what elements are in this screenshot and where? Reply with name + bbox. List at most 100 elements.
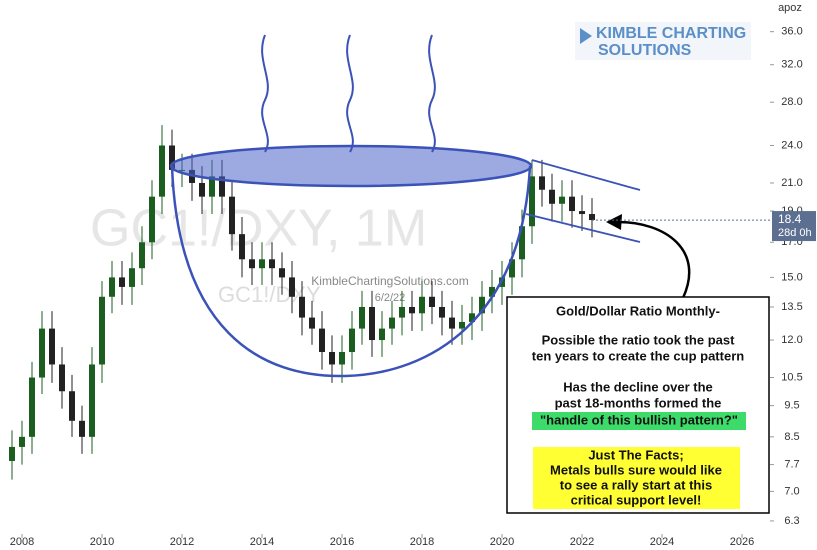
candle-body xyxy=(489,286,495,297)
y-tick-label: 13.5 xyxy=(781,301,802,313)
x-tick-label: 2024 xyxy=(650,536,674,548)
candle-body xyxy=(239,234,245,260)
y-tick-label: 7.7 xyxy=(784,458,799,470)
candle-body xyxy=(449,317,455,329)
candle-body xyxy=(89,364,95,437)
candle-body xyxy=(379,328,385,341)
axis-bg xyxy=(770,0,817,550)
candle-body xyxy=(49,328,55,365)
arrow-head xyxy=(606,214,622,230)
candle-body xyxy=(219,176,225,197)
candle-body xyxy=(59,364,65,392)
plot xyxy=(9,125,595,480)
logo-icon xyxy=(580,28,592,44)
x-tick-label: 2022 xyxy=(570,536,594,548)
highlight-bg xyxy=(532,412,746,430)
candle-body xyxy=(159,145,165,197)
watermark-small: GC1!/DXY xyxy=(218,282,321,307)
facts-text: Metals bulls sure would like xyxy=(550,462,722,477)
candle-body xyxy=(549,189,555,204)
y-tick-label: 15.0 xyxy=(781,271,802,283)
y-tick-label: 24.0 xyxy=(781,139,802,151)
candle-body xyxy=(439,306,445,318)
annotation-text: ten years to create the cup pattern xyxy=(532,348,744,363)
candle-body xyxy=(39,328,45,378)
candle-body xyxy=(389,317,395,329)
x-tick-label: 2008 xyxy=(10,536,34,548)
annotation-text: past 18-months formed the xyxy=(555,395,722,410)
steam xyxy=(428,34,436,153)
candle-body xyxy=(139,242,145,269)
watermark: GC1!/DXY, 1M xyxy=(90,200,427,258)
facts-text: critical support level! xyxy=(571,492,702,507)
candle-body xyxy=(509,259,515,278)
steam xyxy=(261,34,269,153)
candle-body xyxy=(79,420,85,437)
facts-text: to see a rally start at this xyxy=(560,477,712,492)
y-tick-label: 36.0 xyxy=(781,26,802,38)
candle-body xyxy=(269,259,275,269)
candle-body xyxy=(19,436,25,447)
candle-body xyxy=(69,391,75,421)
candle-body xyxy=(9,446,15,461)
candle-body xyxy=(459,321,465,329)
y-tick-label: 8.5 xyxy=(784,431,799,443)
candle-body xyxy=(119,277,125,287)
arrow xyxy=(617,220,691,299)
y-tick-label: 12.0 xyxy=(781,334,802,346)
y-tick-label: 10.5 xyxy=(781,371,802,383)
channel-line xyxy=(531,159,641,191)
candle-body xyxy=(99,296,105,365)
candle-body xyxy=(169,145,175,170)
facts-text: Just The Facts; xyxy=(588,447,683,462)
candle-body xyxy=(559,196,565,204)
cup-outline xyxy=(170,165,532,378)
annotation-highlight: "handle of this bullish pattern?" xyxy=(540,412,738,427)
candle-body xyxy=(359,306,365,329)
candle-body xyxy=(419,296,425,314)
annotation-title: Gold/Dollar Ratio Monthly- xyxy=(556,303,720,318)
candle-body xyxy=(279,268,285,278)
candle-body xyxy=(289,277,295,297)
x-tick-label: 2026 xyxy=(730,536,754,548)
candle-body xyxy=(29,377,35,437)
y-tick-label: 21.0 xyxy=(781,177,802,189)
candle-body xyxy=(429,296,435,307)
date-label: 6/2/22 xyxy=(375,292,406,304)
steam xyxy=(346,34,354,153)
candle-body xyxy=(149,196,155,243)
x-tick-label: 2014 xyxy=(250,536,274,548)
channel-line xyxy=(525,213,641,243)
x-tick-label: 2016 xyxy=(330,536,354,548)
candle-body xyxy=(479,296,485,314)
candle-body xyxy=(319,328,325,352)
price-tag-label: 18.4 xyxy=(778,212,802,226)
logo-text: SOLUTIONS xyxy=(598,42,692,59)
candle-body xyxy=(299,296,305,318)
x-tick-label: 2018 xyxy=(410,536,434,548)
candle-body xyxy=(339,351,345,365)
price-tag xyxy=(772,211,816,242)
candle-body xyxy=(199,182,205,197)
countdown-label: 28d 0h xyxy=(778,227,812,239)
annotation-text: Possible the ratio took the past xyxy=(542,332,736,347)
y-tick-label: 9.5 xyxy=(784,400,799,412)
candle-body xyxy=(579,211,585,215)
annotation-text: Has the decline over the xyxy=(563,379,713,394)
candle-body xyxy=(369,306,375,341)
candle-body xyxy=(229,196,235,235)
x-tick-label: 2020 xyxy=(490,536,514,548)
y-tick-label: 7.0 xyxy=(784,485,799,497)
candle-body xyxy=(529,176,535,227)
y-tick-label: 28.0 xyxy=(781,96,802,108)
candle-body xyxy=(349,328,355,352)
candle-body xyxy=(519,226,525,260)
candle-body xyxy=(469,313,475,322)
candle-body xyxy=(329,351,335,365)
candle-body xyxy=(409,306,415,314)
candle-body xyxy=(539,176,545,190)
y-tick-label: 32.0 xyxy=(781,59,802,71)
candle-body xyxy=(259,259,265,269)
candle-body xyxy=(129,268,135,287)
